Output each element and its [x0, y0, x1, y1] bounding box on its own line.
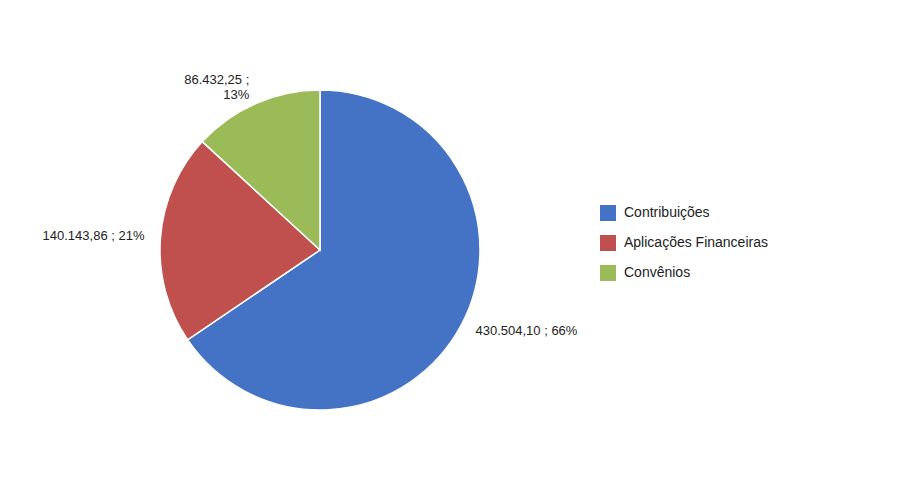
legend: Contribuições Aplicações Financeiras Convê…: [600, 204, 768, 281]
pie-slice: [202, 90, 320, 250]
legend-swatch: [600, 235, 616, 251]
legend-swatch: [600, 205, 616, 221]
legend-swatch: [600, 265, 616, 281]
chart-svg: 430.504,10 ; 66% 140.143,86 ; 21% 86.432,2…: [0, 0, 903, 501]
data-label: 140.143,86 ; 21%: [43, 228, 145, 243]
legend-label: Aplicações Financeiras: [624, 234, 768, 250]
data-labels: 430.504,10 ; 66% 140.143,86 ; 21% 86.432,2…: [43, 73, 578, 339]
slices: [160, 90, 480, 410]
data-label: 430.504,10 ; 66%: [475, 324, 577, 339]
legend-label: Convênios: [624, 264, 690, 280]
data-label: 86.432,25 ;13%: [184, 73, 249, 103]
chart-container: 430.504,10 ; 66% 140.143,86 ; 21% 86.432,2…: [0, 0, 903, 501]
legend-label: Contribuições: [624, 204, 710, 220]
